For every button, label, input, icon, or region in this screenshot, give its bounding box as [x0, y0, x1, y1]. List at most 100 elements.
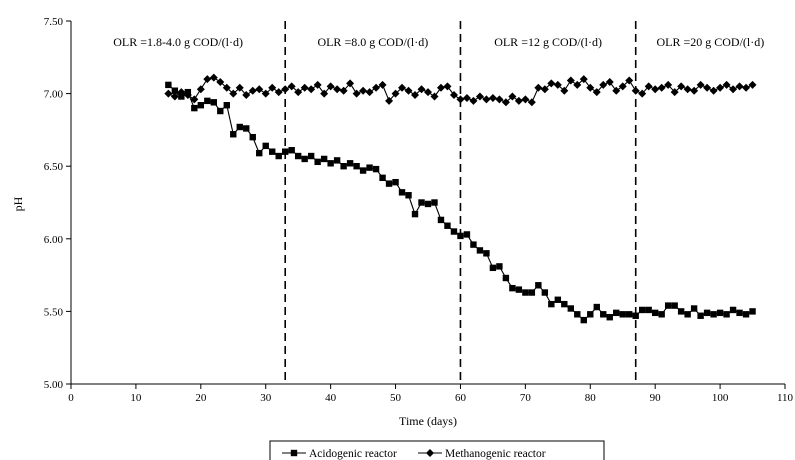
acidogenic-point [411, 210, 419, 218]
acidogenic-point [301, 155, 308, 163]
acidogenic-point [535, 282, 542, 289]
acidogenic-point [230, 131, 237, 138]
methanogenic-point [417, 85, 426, 94]
methanogenic-point [573, 80, 582, 89]
methanogenic-point [424, 88, 432, 97]
methanogenic-point [579, 75, 588, 84]
methanogenic-point [242, 91, 251, 100]
methanogenic-point [696, 80, 705, 89]
x-tick-label: 90 [650, 392, 662, 404]
methanogenic-point [709, 86, 718, 95]
y-tick-label: 5.50 [44, 306, 64, 318]
acidogenic-point [515, 286, 523, 293]
acidogenic-point [567, 305, 574, 312]
series-layer [164, 73, 757, 324]
acidogenic-point [528, 289, 536, 296]
methanogenic-point [333, 85, 342, 94]
methanogenic-point [307, 85, 316, 94]
acidogenic-point [191, 104, 198, 112]
acidogenic-point [269, 148, 276, 155]
methanogenic-point [703, 83, 712, 92]
methanogenic-point [274, 88, 283, 97]
methanogenic-point [352, 89, 361, 98]
methanogenic-point [716, 83, 725, 92]
methanogenic-point [248, 86, 257, 95]
acidogenic-point [600, 311, 607, 318]
acidogenic-point [651, 309, 659, 317]
acidogenic-point [320, 155, 328, 163]
methanogenic-point [268, 83, 277, 92]
acidogenic-point [437, 216, 445, 224]
acidogenic-point [703, 309, 711, 317]
acidogenic-point [496, 263, 503, 270]
x-tick-label: 0 [68, 392, 74, 404]
methanogenic-point [216, 77, 225, 86]
methanogenic-point [287, 82, 296, 91]
acidogenic-point [742, 311, 750, 318]
acidogenic-point [294, 152, 302, 160]
x-tick-label: 100 [712, 392, 729, 404]
acidogenic-point [171, 87, 179, 94]
methanogenic-point [612, 86, 621, 95]
acidogenic-point [541, 289, 549, 296]
acidogenic-point [593, 303, 600, 311]
acidogenic-point [379, 174, 386, 182]
methanogenic-point [735, 82, 744, 91]
y-axis-title: pH [11, 196, 25, 211]
acidogenic-point [606, 314, 613, 321]
acidogenic-point [736, 309, 743, 317]
methanogenic-point [657, 83, 666, 92]
methanogenic-point [183, 91, 192, 100]
methanogenic-point [501, 98, 510, 107]
methanogenic-point [508, 92, 517, 101]
methanogenic-point [164, 89, 173, 98]
methanogenic-point [404, 86, 413, 95]
acidogenic-point [619, 311, 626, 318]
phase-label: OLR =8.0 g COD/(l·d) [317, 35, 428, 49]
acidogenic-point [483, 250, 490, 257]
methanogenic-point [482, 95, 491, 104]
legend-box [269, 440, 605, 460]
acidogenic-point [697, 312, 704, 319]
acidogenic-point [463, 231, 471, 238]
methanogenic-point [294, 88, 303, 97]
x-tick-label: 20 [195, 392, 207, 404]
acidogenic-point [716, 309, 724, 317]
y-tick-label: 5.00 [44, 379, 64, 391]
phase-label: OLR =12 g COD/(l·d) [494, 35, 602, 49]
x-tick-label: 60 [455, 392, 467, 404]
acidogenic-point [424, 200, 432, 208]
series-acidogenic [165, 81, 756, 324]
acidogenic-point [372, 165, 380, 173]
acidogenic-point [749, 308, 756, 315]
acidogenic-point [340, 163, 347, 170]
methanogenic-point [683, 85, 692, 94]
methanogenic-point [359, 86, 368, 95]
methanogenic-point [456, 95, 465, 104]
acidogenic-point [626, 311, 633, 318]
methanogenic-point [346, 79, 355, 88]
acidogenic-point [710, 311, 717, 318]
methanogenic-point [281, 85, 290, 94]
acidogenic-point [431, 199, 438, 206]
methanogenic-point [261, 89, 270, 98]
acidogenic-point [476, 247, 484, 254]
methanogenic-point [651, 85, 660, 94]
acidogenic-point [217, 107, 224, 115]
acidogenic-point [684, 311, 691, 318]
methanogenic-point [553, 80, 562, 89]
methanogenic-point [411, 91, 420, 100]
methanogenic-point [644, 82, 653, 91]
phase-boundary-lines [284, 21, 637, 384]
legend-label: Acidogenic reactor [309, 448, 397, 460]
acidogenic-point [554, 296, 562, 303]
acidogenic-point [333, 157, 341, 164]
methanogenic-point [605, 77, 614, 86]
methanogenic-point [540, 85, 549, 94]
methanogenic-point [592, 88, 601, 97]
methanogenic-point [398, 83, 407, 92]
methanogenic-point [625, 76, 634, 85]
methanogenic-point [222, 83, 231, 92]
methanogenic-point [664, 80, 673, 89]
acidogenic-point [671, 302, 678, 309]
